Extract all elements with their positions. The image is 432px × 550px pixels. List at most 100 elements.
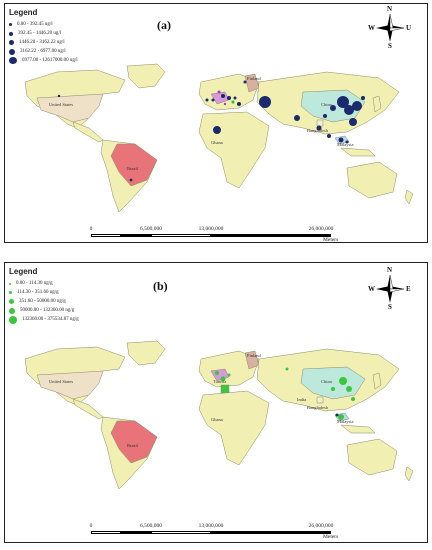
- sample-point: [205, 98, 209, 102]
- usa-shape: [36, 370, 104, 400]
- brazil-shape: [110, 143, 158, 187]
- compass-w: W: [368, 285, 375, 293]
- legend-b: Legend 0.00 - 114.30 ng/g 114.30 - 351.6…: [9, 267, 79, 324]
- highlight-points-a: [217, 90, 227, 106]
- sample-points-b: [215, 367, 355, 420]
- legend-label: 392.45 - 1446.20 ug/l: [18, 31, 62, 36]
- country-label-china: China: [321, 379, 332, 384]
- scale-tick: 6,500,000: [140, 523, 162, 529]
- legend-symbol-3: [9, 40, 14, 45]
- scale-tick: 13,000,000: [198, 523, 224, 529]
- sample-point: [335, 413, 339, 417]
- legend-label: 0.00 - 114.30 ng/g: [16, 281, 53, 286]
- sample-point: [129, 178, 133, 182]
- legend-item: 0.00 - 114.30 ng/g: [9, 279, 79, 288]
- legend-label: 1446.20 - 3162.22 ug/l: [19, 40, 65, 45]
- compass-s: S: [388, 303, 392, 311]
- japan-shape: [372, 95, 382, 113]
- scale-segment: [211, 234, 331, 237]
- scale-tick: 13,000,000: [198, 226, 224, 232]
- panel-label: (a): [157, 18, 171, 32]
- legend-item: 392.45 - 1446.20 ug/l: [9, 29, 78, 38]
- sample-point: [227, 373, 231, 377]
- legend-symbol-4: [9, 48, 15, 55]
- north-arrow: N S W E: [368, 266, 411, 311]
- legend-symbol-1: [9, 282, 11, 285]
- legend-item: 351.60 - 50000.00 ng/g: [9, 297, 79, 306]
- country-label-ghana: Ghana: [211, 140, 223, 145]
- sample-point: [352, 101, 362, 111]
- sample-point: [330, 105, 336, 111]
- legend-item: 1446.20 - 3162.22 ug/l: [9, 38, 78, 47]
- legend-item: 114.30 - 351.60 ng/g: [9, 288, 79, 297]
- new-zealand-shape: [404, 466, 414, 482]
- compass-rose-icon: [376, 274, 405, 303]
- legend-symbol-2: [9, 31, 13, 36]
- sample-point: [220, 376, 226, 382]
- brazil-shape: [110, 420, 158, 464]
- compass-e: E: [406, 285, 411, 293]
- sample-point: [337, 96, 349, 108]
- legend-item: 3162.22 - 6977.00 ug/l: [9, 47, 78, 56]
- scale-units: Meters: [323, 534, 339, 540]
- sample-point: [221, 94, 225, 98]
- legend-title: Legend: [9, 267, 38, 276]
- country-label-brazil: Brazil: [127, 166, 139, 171]
- legend-symbol-3: [9, 299, 14, 304]
- scale-tick: 0: [89, 226, 93, 232]
- scale-segment: [91, 234, 121, 237]
- compass-e: U: [406, 24, 412, 32]
- scale-tick: 6,500,000: [140, 226, 162, 232]
- scale-segment: [211, 531, 331, 534]
- africa-shape: [198, 390, 270, 466]
- scale-tick: 0: [89, 523, 93, 529]
- country-label-ghana: Ghana: [211, 417, 223, 422]
- country-label-bangladesh: Bangladesh: [307, 405, 329, 410]
- legend-symbol-4: [9, 307, 15, 314]
- australia-shape: [346, 161, 398, 199]
- country-label-china: China: [321, 102, 332, 107]
- scale-units: Meters: [323, 237, 339, 243]
- north-arrow: N S W U: [368, 5, 411, 50]
- sample-point: [223, 102, 227, 106]
- sample-point: [349, 118, 357, 126]
- legend-item: 132360.00 - 375534.87 ng/g: [9, 315, 79, 324]
- sample-point: [259, 96, 271, 108]
- map-panel-a: Legend 0.00 - 392.45 ug/l 392.45 - 1446.…: [4, 3, 428, 243]
- central-america-shape: [72, 121, 104, 143]
- sample-point: [316, 125, 322, 131]
- tunisia-shape: [220, 384, 230, 394]
- greenland-shape: [126, 340, 166, 366]
- scale-tick: 26,000,000: [308, 226, 334, 232]
- compass-n: N: [387, 266, 393, 274]
- bangladesh-shape: [316, 396, 324, 404]
- legend-label: 50000.00 - 132360.00 ng/g: [20, 308, 75, 313]
- sample-point: [57, 94, 61, 98]
- legend-label: 351.60 - 50000.00 ng/g: [19, 299, 66, 304]
- japan-shape: [372, 372, 382, 390]
- country-label-malaysia: Malaysia: [337, 142, 354, 147]
- sample-point: [237, 102, 241, 106]
- usa-shape: [36, 93, 104, 123]
- sample-point: [338, 137, 344, 143]
- sample-point: [331, 387, 335, 391]
- sample-point: [233, 96, 237, 100]
- sample-points-a: [57, 80, 365, 182]
- compass-n: N: [387, 5, 393, 13]
- sample-point: [213, 126, 221, 134]
- australia-shape: [346, 438, 398, 476]
- scale-segment: [121, 531, 151, 534]
- bangladesh-shape: [316, 119, 324, 127]
- scale-segment: [121, 234, 151, 237]
- panel-label: (b): [153, 279, 168, 293]
- sample-point: [361, 96, 365, 100]
- sample-point: [338, 414, 344, 420]
- sample-point: [215, 371, 219, 375]
- sample-point: [344, 105, 354, 115]
- legend-label: 6977.00 - 12617000.00 ug/l: [22, 58, 78, 63]
- compass-w: W: [368, 24, 375, 32]
- central-america-shape: [72, 398, 104, 420]
- legend-title: Legend: [9, 8, 38, 17]
- sample-point: [345, 140, 349, 144]
- sample-point: [211, 98, 215, 102]
